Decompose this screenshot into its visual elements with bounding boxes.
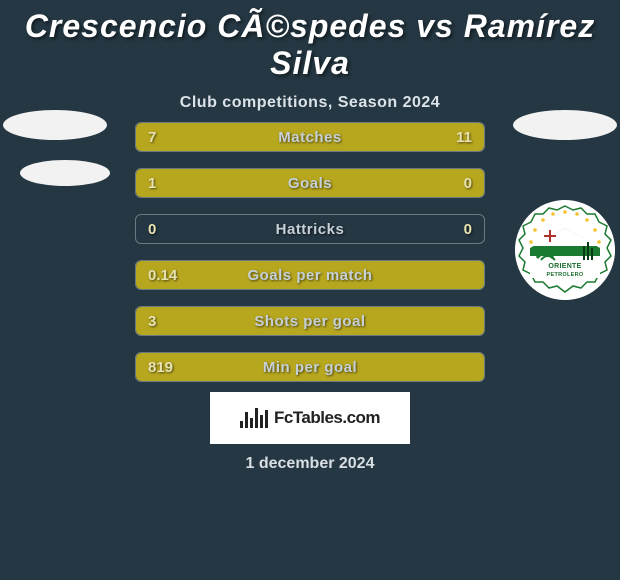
stat-value-right: 0 <box>464 215 472 243</box>
player2-badges: ORIENTE PETROLERO <box>510 110 620 300</box>
watermark-text: FcTables.com <box>274 408 380 428</box>
stat-row: Goals per match0.14 <box>135 260 485 290</box>
player1-badges <box>0 110 110 186</box>
comparison-date: 1 december 2024 <box>0 455 620 473</box>
player1-nation-placeholder-icon <box>20 160 110 186</box>
stat-row: Hattricks0 0 <box>135 214 485 244</box>
stats-table: Matches711 Goals10 Hattricks0 0 Goals per ma… <box>135 122 485 382</box>
stat-row: Shots per goal3 <box>135 306 485 336</box>
watermark-bars-icon <box>240 408 268 428</box>
svg-text:ORIENTE: ORIENTE <box>548 263 581 270</box>
stat-bar-left <box>136 261 484 289</box>
stat-bar-left <box>136 169 484 197</box>
stat-value-left: 0 <box>148 215 156 243</box>
stat-bar-left <box>136 123 268 151</box>
player2-club-placeholder-icon <box>513 110 617 140</box>
stat-row: Matches711 <box>135 122 485 152</box>
stat-bar-right <box>268 123 484 151</box>
watermark: FcTables.com <box>210 392 410 444</box>
stat-row: Min per goal819 <box>135 352 485 382</box>
svg-text:PETROLERO: PETROLERO <box>547 272 584 278</box>
player2-club-logo-icon: ORIENTE PETROLERO <box>515 200 615 300</box>
player1-club-placeholder-icon <box>3 110 107 140</box>
stat-bar-left <box>136 353 484 381</box>
stat-label: Hattricks <box>136 221 484 238</box>
stat-bar-left <box>136 307 484 335</box>
comparison-title: Crescencio CÃ©spedes vs Ramírez Silva <box>0 0 620 82</box>
stat-row: Goals10 <box>135 168 485 198</box>
